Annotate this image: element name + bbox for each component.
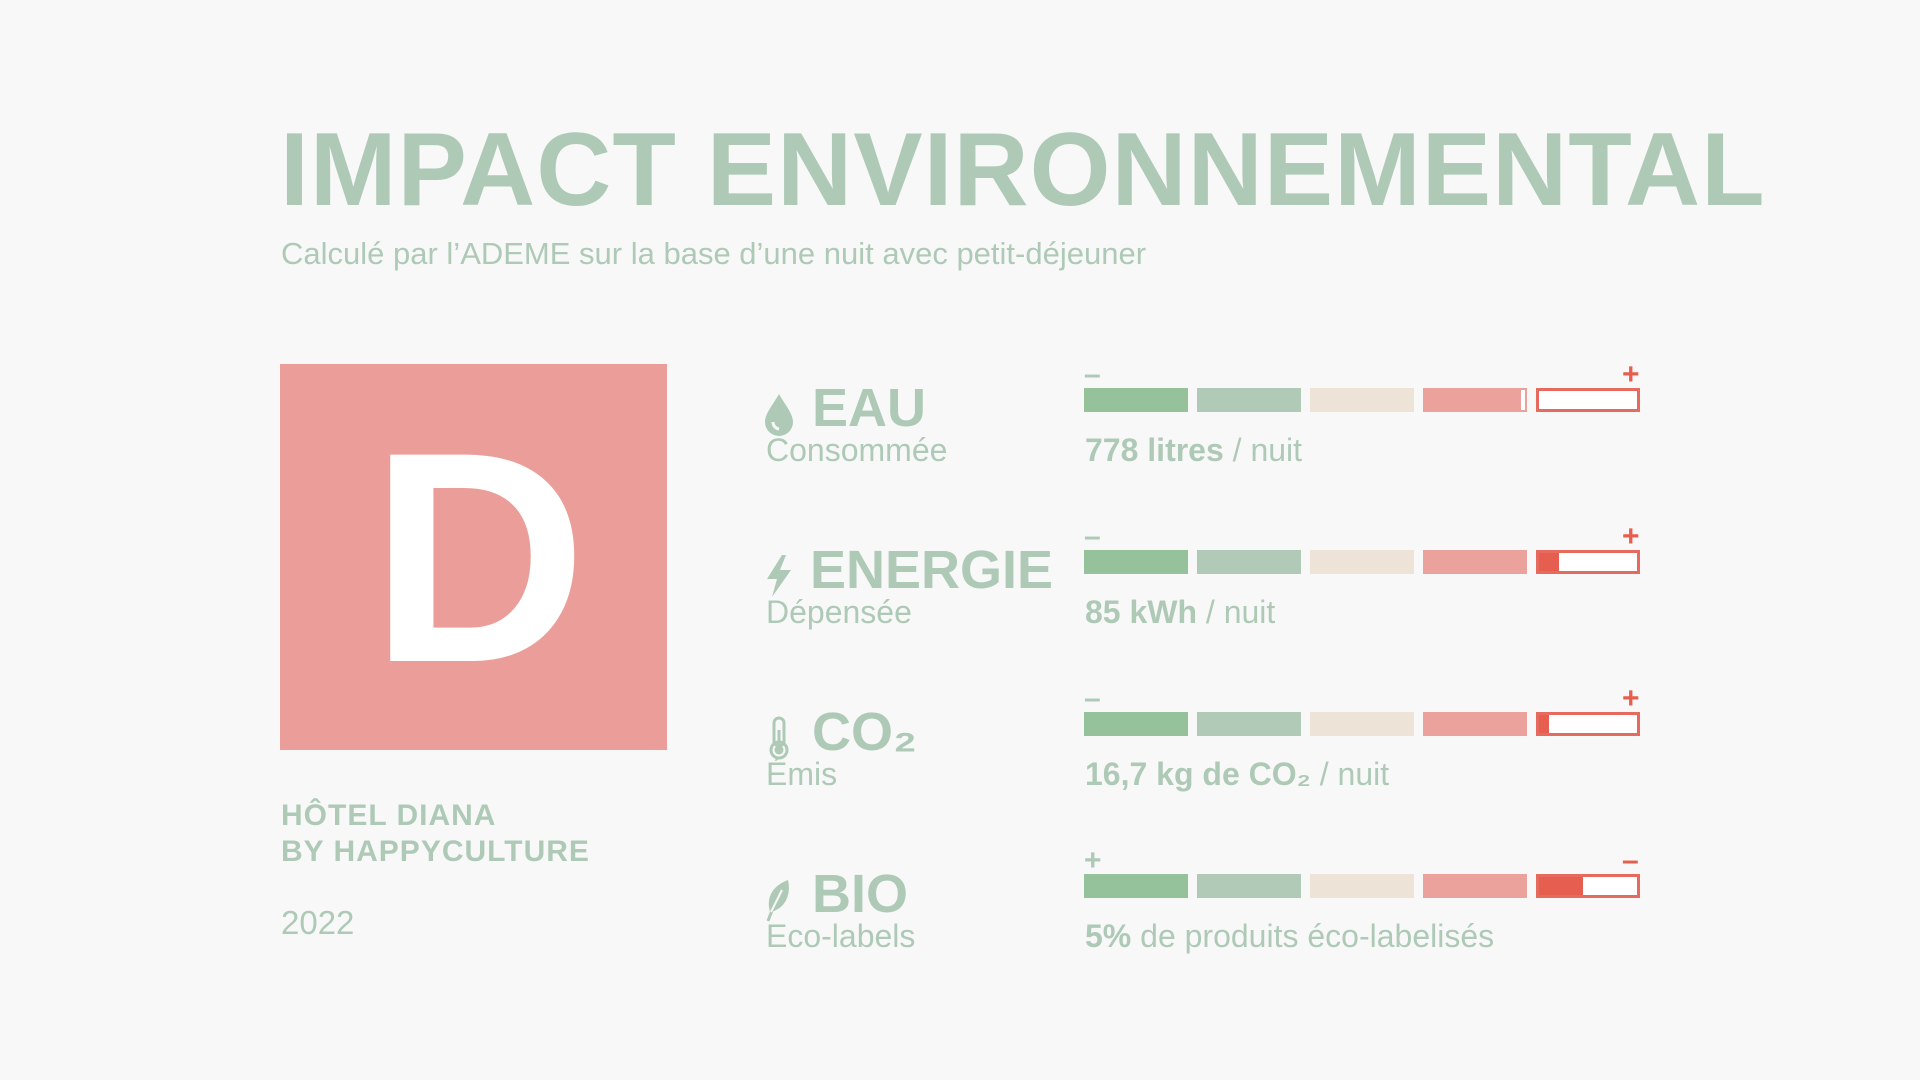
- scale-segment-4: [1423, 874, 1527, 898]
- page-title: IMPACT ENVIRONNEMENTAL: [280, 112, 1766, 228]
- indicator-sublabel: Émis: [766, 756, 838, 792]
- scale-min-label: –: [1084, 358, 1101, 391]
- lightning-bolt-icon: [767, 555, 791, 597]
- hotel-name-line1: HÔTEL DIANA: [281, 799, 497, 832]
- scale-min-label: +: [1084, 844, 1102, 877]
- indicator-value-amount: 778 litres: [1085, 432, 1224, 468]
- report-year: 2022: [281, 904, 355, 941]
- indicator-row-bio: BIO Eco-labels + – 5% de produits éco-la…: [0, 846, 1920, 980]
- scale-segment-2: [1197, 712, 1301, 736]
- indicator-row-energy: ENERGIE Dépensée – + 85 kWh / nuit: [0, 522, 1920, 656]
- rating-scale: [1084, 874, 1640, 898]
- leaf-icon: [766, 880, 789, 922]
- hotel-name-line2: BY HAPPYCULTURE: [281, 835, 590, 868]
- indicator-value: 5% de produits éco-labelisés: [1085, 918, 1494, 955]
- indicator-row-co2: CO₂ Émis – + 16,7 kg de CO₂ / nuit: [0, 684, 1920, 818]
- indicator-label: EAU: [812, 378, 927, 438]
- scale-marker: [1519, 388, 1527, 412]
- indicator-value: 778 litres / nuit: [1085, 432, 1302, 469]
- indicator-sublabel: Dépensée: [766, 594, 912, 630]
- rating-scale: [1084, 550, 1640, 574]
- indicator-value-unit: de produits éco-labelisés: [1131, 918, 1495, 954]
- rating-scale: [1084, 388, 1640, 412]
- scale-fill: [1539, 553, 1559, 571]
- indicator-label: BIO: [812, 864, 909, 924]
- scale-segment-3: [1310, 550, 1414, 574]
- scale-segment-3: [1310, 712, 1414, 736]
- rating-scale: [1084, 712, 1640, 736]
- scale-segment-4: [1423, 550, 1527, 574]
- scale-segment-1: [1084, 712, 1188, 736]
- scale-segment-1: [1084, 874, 1188, 898]
- scale-segment-1: [1084, 388, 1188, 412]
- thermometer-icon: [769, 716, 789, 760]
- scale-segment-5: [1536, 874, 1640, 898]
- scale-fill: [1539, 715, 1549, 733]
- scale-max-label: +: [1622, 682, 1640, 715]
- scale-max-label: –: [1622, 844, 1639, 877]
- scale-segment-2: [1197, 550, 1301, 574]
- scale-segment-4: [1423, 712, 1527, 736]
- indicator-value-unit: / nuit: [1310, 756, 1390, 792]
- scale-max-label: +: [1622, 520, 1640, 553]
- grade-badge: D: [280, 364, 667, 750]
- scale-max-label: +: [1622, 358, 1640, 391]
- indicator-sublabel: Consommée: [766, 432, 948, 468]
- water-drop-icon: [765, 394, 793, 436]
- indicator-value: 85 kWh / nuit: [1085, 594, 1275, 631]
- scale-segment-3: [1310, 874, 1414, 898]
- indicator-sublabel: Eco-labels: [766, 918, 916, 954]
- scale-segment-2: [1197, 388, 1301, 412]
- indicator-label: CO₂: [812, 702, 917, 762]
- scale-segment-3: [1310, 388, 1414, 412]
- scale-min-label: –: [1084, 682, 1101, 715]
- scale-segment-4: [1423, 388, 1527, 412]
- indicator-value-unit: / nuit: [1197, 594, 1276, 630]
- indicator-value-unit: / nuit: [1223, 432, 1303, 468]
- scale-segment-5: [1536, 388, 1640, 412]
- scale-segment-1: [1084, 550, 1188, 574]
- scale-segment-5: [1536, 550, 1640, 574]
- hotel-name: HÔTEL DIANA BY HAPPYCULTURE: [281, 798, 590, 870]
- grade-letter: D: [370, 389, 587, 725]
- scale-segment-2: [1197, 874, 1301, 898]
- indicator-value-amount: 85 kWh: [1085, 594, 1198, 630]
- indicator-label: ENERGIE: [810, 540, 1054, 600]
- scale-min-label: –: [1084, 520, 1101, 553]
- scale-fill: [1539, 877, 1584, 895]
- scale-segment-5: [1536, 712, 1640, 736]
- indicator-row-water: EAU Consommée – + 778 litres / nuit: [0, 360, 1920, 494]
- indicator-value-amount: 16,7 kg de CO₂: [1085, 756, 1311, 792]
- indicator-value-amount: 5%: [1085, 918, 1132, 954]
- page-subtitle: Calculé par l’ADEME sur la base d’une nu…: [281, 236, 1147, 271]
- indicator-value: 16,7 kg de CO₂ / nuit: [1085, 756, 1389, 793]
